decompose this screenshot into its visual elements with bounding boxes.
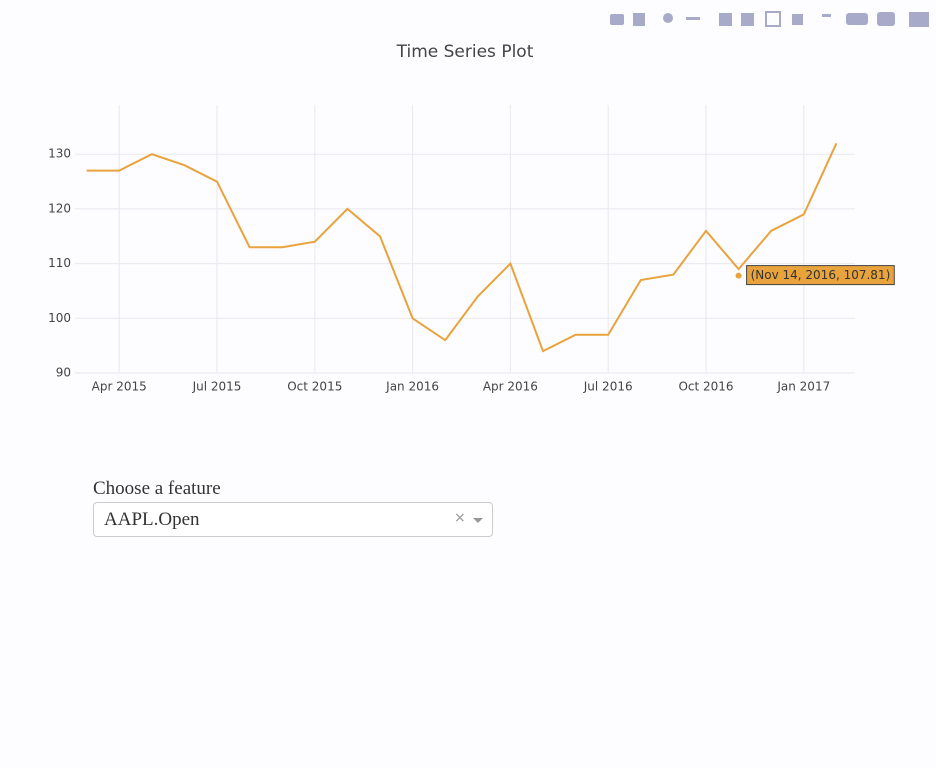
x-tick-label: Jul 2016 xyxy=(583,380,633,394)
zoom-in-button[interactable] xyxy=(719,13,732,26)
hover-compare-button[interactable] xyxy=(877,12,895,26)
x-tick-label: Oct 2016 xyxy=(678,380,733,394)
y-tick-label: 100 xyxy=(48,311,71,325)
dropdown[interactable]: AAPL.Open × xyxy=(93,502,493,537)
spike-button[interactable] xyxy=(822,14,831,17)
tooltip-text: (Nov 14, 2016, 107.81) xyxy=(751,268,891,282)
x-tick-label: Oct 2015 xyxy=(287,380,342,394)
chart-title: Time Series Plot xyxy=(396,42,534,62)
dropdown-arrow[interactable] xyxy=(473,518,483,523)
y-tick-label: 130 xyxy=(48,147,71,161)
modebar xyxy=(610,11,929,27)
y-tick-label: 110 xyxy=(48,256,71,270)
x-tick-label: Apr 2016 xyxy=(483,380,538,394)
tooltip-box xyxy=(746,265,895,286)
zoom-out-button[interactable] xyxy=(741,13,754,26)
y-tick-label: 120 xyxy=(48,201,71,215)
x-tick-label: Jan 2016 xyxy=(385,380,439,394)
camera-button[interactable] xyxy=(610,14,624,25)
chart: Time Series Plot 90 100 110 120 130 Apr 2015 J… xyxy=(48,11,929,394)
clear-button[interactable]: × xyxy=(454,510,466,526)
autoscale-button[interactable] xyxy=(765,11,781,27)
dropdown-label: Choose a feature xyxy=(93,478,221,499)
hover-point xyxy=(735,272,742,279)
data-line xyxy=(86,142,838,353)
x-tick-label: Jan 2017 xyxy=(776,380,830,394)
hover-tooltip: (Nov 14, 2016, 107.81) xyxy=(746,265,895,286)
hover-closest-button[interactable] xyxy=(846,13,868,25)
dropdown-value: AAPL.Open xyxy=(104,509,200,530)
x-tick-label: Apr 2015 xyxy=(92,380,147,394)
pan-button[interactable] xyxy=(686,17,700,20)
plotly-logo[interactable] xyxy=(909,12,929,27)
reset-button[interactable] xyxy=(792,14,803,25)
y-tick-label: 90 xyxy=(56,366,71,380)
x-tick-label: Jul 2015 xyxy=(192,380,242,394)
save-button[interactable] xyxy=(633,13,645,26)
zoom-button[interactable] xyxy=(663,13,673,23)
